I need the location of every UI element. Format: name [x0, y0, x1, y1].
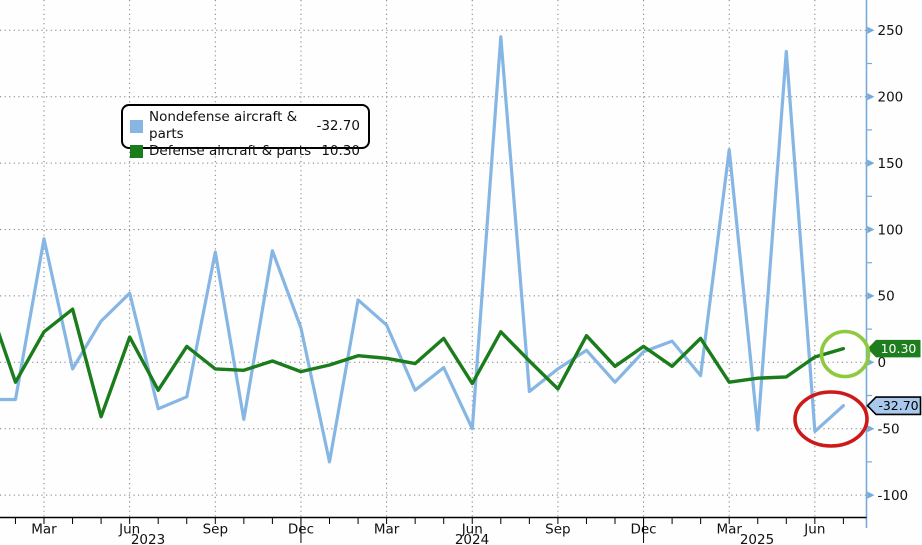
x-axis-tick-label: Jun: [803, 522, 825, 538]
y-axis-tick-label: -50: [878, 422, 900, 438]
y-axis-tick-arrow-icon: [867, 159, 875, 167]
y-axis-tick-arrow-icon: [867, 26, 875, 34]
y-axis-tick-label: 200: [878, 90, 904, 106]
x-axis-tick-label: Sep: [545, 522, 570, 538]
highlight-last-defense-value-circle: [819, 329, 871, 379]
y-axis-tick-label: 100: [878, 222, 904, 238]
y-axis-tick-label: 0: [878, 355, 887, 371]
y-axis-tick-arrow-icon: [867, 93, 875, 101]
x-axis-tick-label: Mar: [716, 522, 742, 538]
x-axis-tick-label: Jun: [461, 522, 483, 538]
legend-value: -32.70: [316, 117, 360, 134]
series-line-nondefense-aircraft-parts: [0, 35, 846, 464]
series-line-defense-aircraft-parts: [0, 307, 846, 419]
y-axis-tick-label: -100: [878, 488, 909, 504]
year-label: 2023: [131, 532, 165, 545]
y-axis-tick-label: 50: [878, 289, 895, 305]
y-axis-tick-label: 250: [878, 23, 904, 39]
y-axis-tick-arrow-icon: [867, 425, 875, 433]
legend-item-nondefense: Nondefense aircraft & parts -32.70: [130, 109, 360, 143]
legend: Nondefense aircraft & parts -32.70 Defen…: [121, 104, 370, 159]
year-label: 2024: [455, 532, 489, 545]
last-value-tag: [867, 339, 921, 358]
legend-swatch-nondefense-icon: [130, 119, 143, 133]
year-label: 2025: [740, 532, 774, 545]
last-value-tag-label: 10.30: [881, 341, 917, 356]
y-axis-tick-label: 150: [878, 156, 904, 172]
legend-label: Defense aircraft & parts: [149, 143, 312, 159]
y-axis-tick-arrow-icon: [867, 292, 875, 300]
legend-item-defense: Defense aircraft & parts 10.30: [130, 143, 360, 160]
x-axis-tick-label: Jun: [118, 522, 140, 538]
last-value-tag: [866, 396, 922, 416]
highlight-last-nondefense-value-circle: [793, 390, 869, 448]
y-axis-tick-arrow-icon: [867, 491, 875, 499]
legend-label: Nondefense aircraft & parts: [149, 109, 298, 142]
legend-value: 10.30: [321, 143, 360, 159]
last-value-tag-label: -32.70: [878, 398, 918, 413]
x-axis-tick-label: Mar: [374, 522, 400, 538]
y-axis-tick-arrow-icon: [867, 225, 875, 234]
x-axis-tick-label: Sep: [203, 522, 228, 538]
legend-swatch-defense-icon: [130, 145, 143, 158]
x-axis-tick-label: Mar: [31, 522, 57, 538]
